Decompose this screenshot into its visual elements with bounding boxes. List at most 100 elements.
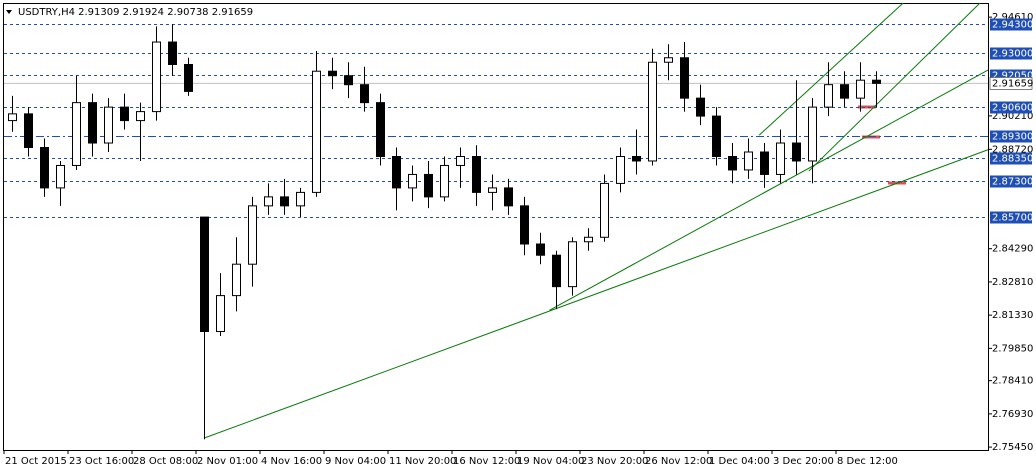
candle-body: [424, 173, 433, 198]
level-label: 2.88350: [992, 154, 1033, 165]
level-label-bg: [990, 211, 1032, 224]
trendline: [808, 2, 981, 172]
candle-body: [168, 41, 177, 65]
level-label: 2.94300: [992, 20, 1033, 31]
candle-body: [232, 263, 241, 297]
level-label: 2.87300: [992, 177, 1033, 188]
y-tick-label: 2.90210: [992, 111, 1033, 122]
candle-body: [56, 164, 65, 189]
x-tick-label: 21 Oct 2015: [5, 456, 67, 467]
y-tick-label: 2.76930: [992, 409, 1033, 420]
candle-body: [328, 70, 337, 77]
level-label-bg: [990, 175, 1032, 188]
x-tick-label: 4 Nov 16:00: [261, 456, 322, 467]
y-tick-label: 2.84290: [992, 244, 1033, 255]
candle-body: [120, 106, 129, 122]
candle-body: [696, 97, 705, 117]
candle-body: [360, 84, 369, 104]
candle-body: [600, 182, 609, 238]
y-tick-label: 2.78410: [992, 376, 1033, 387]
x-tick-label: 1 Dec 04:00: [709, 456, 770, 467]
x-tick-label: 9 Nov 04:00: [325, 456, 386, 467]
candle-body: [584, 236, 593, 243]
candle-body: [840, 84, 849, 99]
price-label: 2.91659: [992, 78, 1033, 89]
candle-body: [520, 205, 529, 245]
y-tick-label: 2.82810: [992, 277, 1033, 288]
level-label: 2.90600: [992, 103, 1033, 114]
chart-title: USDTRY,H4 2.91309 2.91924 2.90738 2.9165…: [18, 7, 253, 18]
candle-body: [344, 75, 353, 86]
y-tick-label: 2.79850: [992, 343, 1033, 354]
candle-body: [24, 113, 33, 149]
candle-body: [152, 41, 161, 113]
x-tick-label: 2 Nov 01:00: [197, 456, 258, 467]
candle-body: [440, 164, 449, 198]
y-tick-label: 2.81330: [992, 310, 1033, 321]
level-label: 2.89300: [992, 132, 1033, 143]
y-tick-label: 2.75450: [992, 442, 1033, 453]
level-label-bg: [990, 152, 1032, 165]
price-label-bg: [989, 77, 1033, 90]
x-tick-label: 8 Dec 12:00: [837, 456, 898, 467]
candle-body: [72, 102, 81, 166]
candle-body: [664, 57, 673, 63]
level-label-bg: [990, 101, 1032, 114]
menu-arrow[interactable]: [6, 10, 12, 14]
candle-body: [760, 151, 769, 175]
candle-body: [200, 216, 209, 333]
x-tick-label: 28 Oct 08:00: [133, 456, 198, 467]
candle-body: [88, 102, 97, 144]
candle-body: [408, 173, 417, 189]
candle-body: [776, 142, 785, 175]
x-tick-label: 11 Nov 20:00: [389, 456, 456, 467]
level-label: 2.85700: [992, 213, 1033, 224]
candle-body: [376, 102, 385, 157]
candle-body: [680, 57, 689, 99]
candle-body: [136, 111, 145, 122]
y-tick-label: 2.94610: [992, 12, 1033, 23]
x-tick-label: 26 Nov 12:00: [645, 456, 712, 467]
trendline: [203, 149, 989, 439]
candle-body: [616, 155, 625, 184]
candle-body: [568, 241, 577, 288]
candle-body: [824, 84, 833, 108]
candle-body: [280, 196, 289, 207]
candle-body: [296, 191, 305, 207]
level-label: 2.93000: [992, 49, 1033, 60]
candle-body: [872, 79, 881, 84]
candle-body: [632, 155, 641, 162]
candle-body: [488, 187, 497, 193]
candle-body: [312, 70, 321, 193]
x-tick-label: 3 Dec 20:00: [773, 456, 834, 467]
x-tick-label: 19 Nov 04:00: [517, 456, 584, 467]
y-tick-label: 2.88720: [992, 144, 1033, 155]
candle-body: [8, 113, 17, 122]
candle-body: [712, 115, 721, 157]
candle-body: [184, 63, 193, 92]
candle-body: [392, 155, 401, 189]
candle-body: [792, 142, 801, 162]
x-tick-label: 23 Oct 16:00: [69, 456, 134, 467]
trendline: [758, 2, 904, 136]
trendline: [549, 69, 989, 311]
candle-body: [264, 196, 273, 207]
level-label: 2.92050: [992, 71, 1033, 82]
candle-body: [648, 61, 657, 162]
candle-body: [552, 254, 561, 288]
candle-body: [456, 155, 465, 166]
candle-body: [808, 106, 817, 162]
x-tick-label: 23 Nov 20:00: [581, 456, 648, 467]
candle-body: [744, 151, 753, 171]
candle-body: [104, 106, 113, 144]
candle-body: [216, 295, 225, 333]
level-label-bg: [990, 18, 1032, 31]
candle-body: [248, 205, 257, 265]
level-label-bg: [990, 47, 1032, 60]
candle-body: [504, 187, 513, 207]
level-label-bg: [990, 130, 1032, 143]
candle-body: [40, 147, 49, 189]
candle-body: [728, 155, 737, 171]
